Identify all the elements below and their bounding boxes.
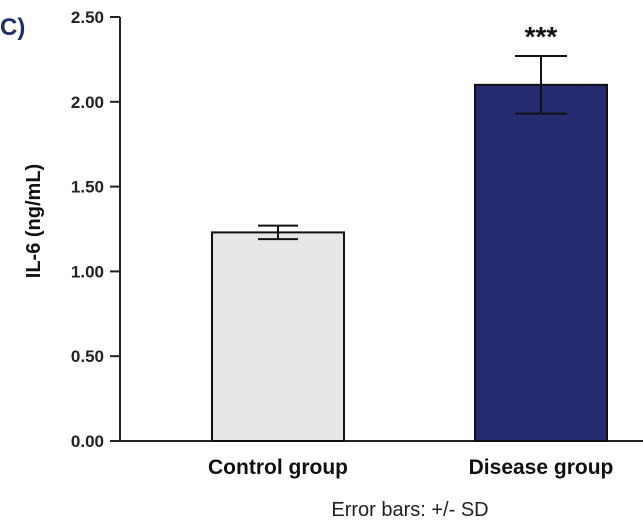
- plot-area: 0.00 0.50 1.00 1.50 2.00 2.50 Control group Dis…: [71, 8, 643, 479]
- control-group-bar: [211, 231, 345, 442]
- y-tick-label: 1.50: [71, 178, 104, 197]
- y-tick-label: 1.00: [71, 262, 104, 281]
- y-axis-label: IL-6 (ng/mL): [23, 164, 45, 278]
- y-tick-label: 2.00: [71, 93, 104, 112]
- y-tick-label: 0.00: [71, 432, 104, 451]
- disease-group-bar: [474, 83, 608, 442]
- control-group-label: Control group: [208, 456, 348, 479]
- y-tick-label: 2.50: [71, 8, 104, 27]
- panel-label: C): [0, 14, 25, 41]
- disease-group-label: Disease group: [469, 456, 614, 479]
- significance-label: ***: [525, 21, 558, 52]
- error-bars-note: Error bars: +/- SD: [331, 499, 488, 521]
- y-tick-label: 0.50: [71, 347, 104, 366]
